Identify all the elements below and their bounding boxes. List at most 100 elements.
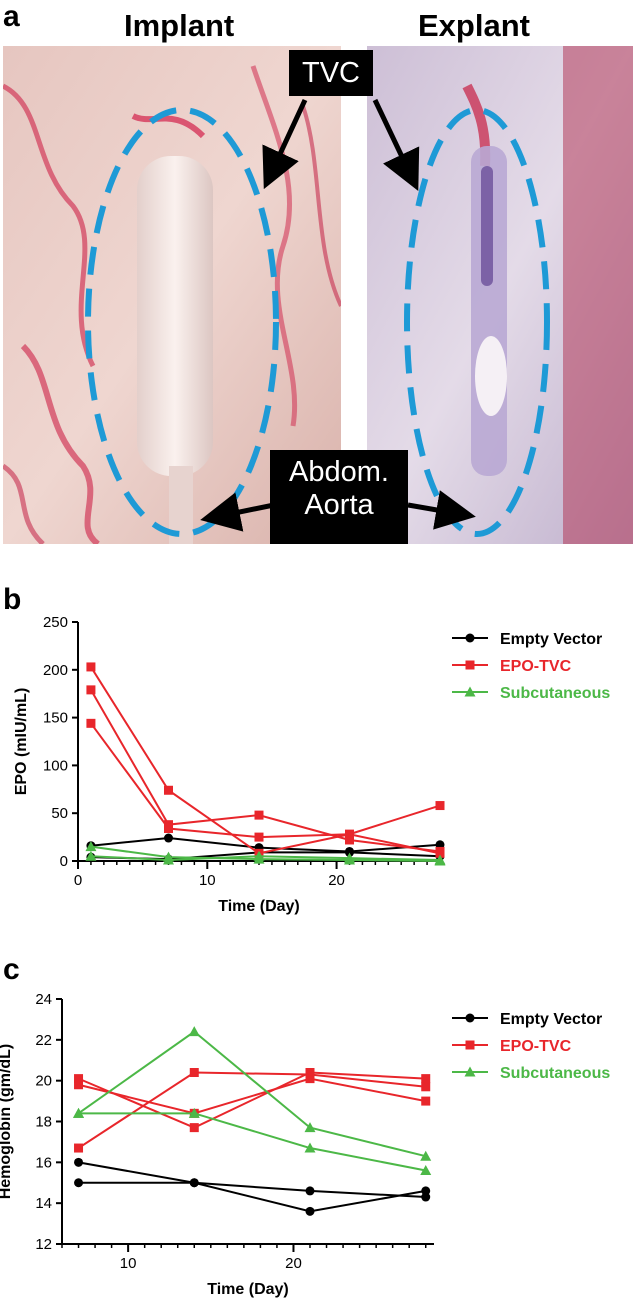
data-point bbox=[345, 829, 354, 839]
data-point bbox=[344, 852, 355, 863]
panel-b-letter: b bbox=[3, 583, 22, 616]
data-point bbox=[305, 1206, 315, 1216]
y-tick-label: 18 bbox=[35, 1114, 52, 1131]
epo-chart: 0 50 100 150 200 250 0 10 20 Time (Day) EPO (mIU/m… bbox=[13, 614, 610, 915]
y-tick-label: 100 bbox=[43, 757, 68, 774]
data-point bbox=[421, 1074, 431, 1084]
data-point bbox=[421, 1186, 431, 1196]
data-point bbox=[254, 832, 264, 842]
tvc-callout: TVC bbox=[289, 50, 373, 96]
legend-marker bbox=[464, 686, 476, 697]
y-tick-label: 50 bbox=[51, 805, 68, 822]
series-line bbox=[90, 689, 441, 853]
legend-marker bbox=[465, 1013, 475, 1023]
legend-label: EPO-TVC bbox=[500, 1038, 572, 1055]
y-tick-label: 200 bbox=[43, 662, 68, 679]
series-line bbox=[90, 722, 441, 855]
photo-arrows bbox=[200, 98, 476, 532]
data-point bbox=[163, 854, 174, 865]
data-point bbox=[86, 685, 96, 695]
x-tick-label: 10 bbox=[199, 872, 216, 889]
data-point bbox=[164, 833, 173, 843]
data-point bbox=[74, 1080, 84, 1090]
data-point bbox=[164, 823, 173, 833]
y-tick-label: 22 bbox=[35, 1032, 52, 1049]
legend-label: Empty Vector bbox=[500, 631, 602, 648]
aorta-callout-line1: Abdom. bbox=[289, 456, 389, 488]
y-tick-label: 20 bbox=[35, 1073, 52, 1090]
x-tick-label: 20 bbox=[328, 872, 345, 889]
series-line bbox=[77, 1071, 426, 1149]
legend-label: EPO-TVC bbox=[500, 658, 572, 675]
x-axis-label: Time (Day) bbox=[218, 898, 300, 915]
data-point bbox=[73, 1107, 85, 1118]
y-tick-label: 24 bbox=[35, 991, 52, 1008]
data-point bbox=[189, 1123, 199, 1133]
data-point bbox=[304, 1122, 316, 1133]
aorta-callout: Abdom. Aorta bbox=[270, 450, 408, 544]
data-point bbox=[345, 835, 354, 845]
data-point bbox=[421, 1082, 431, 1092]
y-tick-label: 16 bbox=[35, 1154, 52, 1171]
panel-a-letter: a bbox=[3, 0, 20, 33]
legend-label: Empty Vector bbox=[500, 1011, 602, 1028]
series-line bbox=[77, 1030, 426, 1158]
x-tick-label: 20 bbox=[285, 1255, 302, 1272]
data-point bbox=[435, 801, 445, 811]
explant-title: Explant bbox=[418, 8, 530, 43]
y-tick-label: 14 bbox=[35, 1195, 52, 1212]
series-line bbox=[78, 1077, 426, 1115]
legend-label: Subcutaneous bbox=[500, 685, 610, 702]
data-point bbox=[74, 1178, 84, 1188]
tvc-arrow-left bbox=[262, 98, 308, 190]
data-point bbox=[420, 1150, 432, 1161]
data-point bbox=[188, 1026, 200, 1037]
data-point bbox=[74, 1074, 84, 1084]
y-tick-label: 250 bbox=[43, 614, 68, 631]
data-point bbox=[85, 850, 97, 861]
tvc-arrow-right bbox=[372, 98, 420, 192]
data-point bbox=[189, 1178, 199, 1188]
data-point bbox=[86, 718, 96, 728]
data-point bbox=[304, 1142, 316, 1153]
data-point bbox=[254, 810, 264, 820]
data-point bbox=[253, 850, 265, 861]
data-point bbox=[345, 847, 354, 857]
y-tick-label: 12 bbox=[35, 1236, 52, 1253]
series-line bbox=[78, 1112, 426, 1172]
legend-marker bbox=[464, 1066, 476, 1077]
data-point bbox=[421, 1096, 431, 1106]
legend-label: Subcutaneous bbox=[500, 1065, 610, 1082]
panel-c-letter: c bbox=[3, 953, 20, 986]
data-point bbox=[74, 1157, 84, 1167]
series-line bbox=[78, 1181, 426, 1213]
data-point bbox=[189, 1068, 199, 1077]
legend-marker bbox=[465, 660, 475, 670]
legend-marker bbox=[465, 1040, 475, 1050]
legend-marker bbox=[465, 633, 475, 643]
aorta-callout-line2: Aorta bbox=[304, 489, 374, 522]
implant-title: Implant bbox=[124, 8, 235, 43]
explant-photo bbox=[367, 46, 633, 544]
x-axis-label: Time (Day) bbox=[207, 1281, 289, 1298]
hemoglobin-chart: 12 14 16 18 20 22 24 10 20 Time (Day) Hemoglobin (… bbox=[0, 991, 610, 1298]
data-point bbox=[85, 841, 97, 852]
y-tick-label: 150 bbox=[43, 710, 68, 727]
data-point bbox=[305, 1186, 315, 1196]
data-point bbox=[86, 662, 96, 672]
y-axis-label: EPO (mIU/mL) bbox=[13, 688, 30, 796]
data-point bbox=[188, 1107, 200, 1118]
aorta-arrow-right bbox=[407, 490, 476, 530]
y-tick-label: 0 bbox=[60, 853, 68, 870]
aorta-arrow-left bbox=[200, 492, 275, 532]
implant-photo bbox=[3, 46, 341, 544]
series-line bbox=[90, 666, 441, 855]
series-line bbox=[78, 1161, 426, 1199]
series-line bbox=[78, 1071, 426, 1129]
data-point bbox=[434, 854, 446, 865]
y-axis-label: Hemoglobin (gm/dL) bbox=[0, 1044, 14, 1200]
data-point bbox=[420, 1165, 432, 1175]
data-point bbox=[305, 1070, 315, 1080]
x-tick-label: 10 bbox=[120, 1255, 137, 1272]
data-point bbox=[435, 848, 445, 858]
